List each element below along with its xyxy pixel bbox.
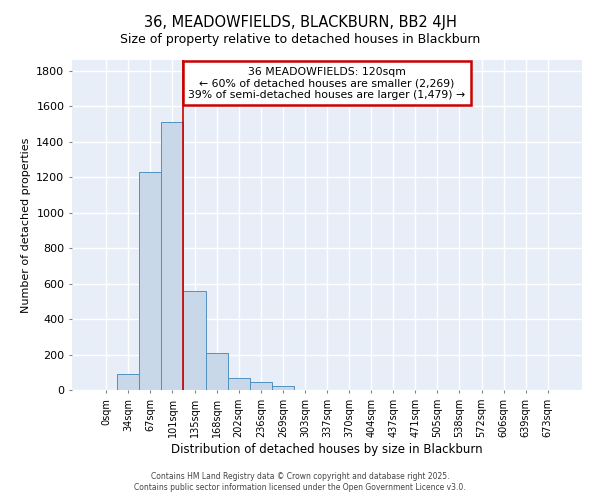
Bar <box>272 386 294 390</box>
Bar <box>161 122 184 390</box>
Bar <box>206 352 227 390</box>
Text: Contains HM Land Registry data © Crown copyright and database right 2025.
Contai: Contains HM Land Registry data © Crown c… <box>134 472 466 492</box>
Text: 36, MEADOWFIELDS, BLACKBURN, BB2 4JH: 36, MEADOWFIELDS, BLACKBURN, BB2 4JH <box>143 15 457 30</box>
Text: Size of property relative to detached houses in Blackburn: Size of property relative to detached ho… <box>120 32 480 46</box>
X-axis label: Distribution of detached houses by size in Blackburn: Distribution of detached houses by size … <box>171 442 483 456</box>
Bar <box>184 290 206 390</box>
Text: 36 MEADOWFIELDS: 120sqm
← 60% of detached houses are smaller (2,269)
39% of semi: 36 MEADOWFIELDS: 120sqm ← 60% of detache… <box>188 66 466 100</box>
Bar <box>139 172 161 390</box>
Bar <box>227 378 250 390</box>
Bar <box>117 374 139 390</box>
Bar <box>250 382 272 390</box>
Y-axis label: Number of detached properties: Number of detached properties <box>20 138 31 312</box>
